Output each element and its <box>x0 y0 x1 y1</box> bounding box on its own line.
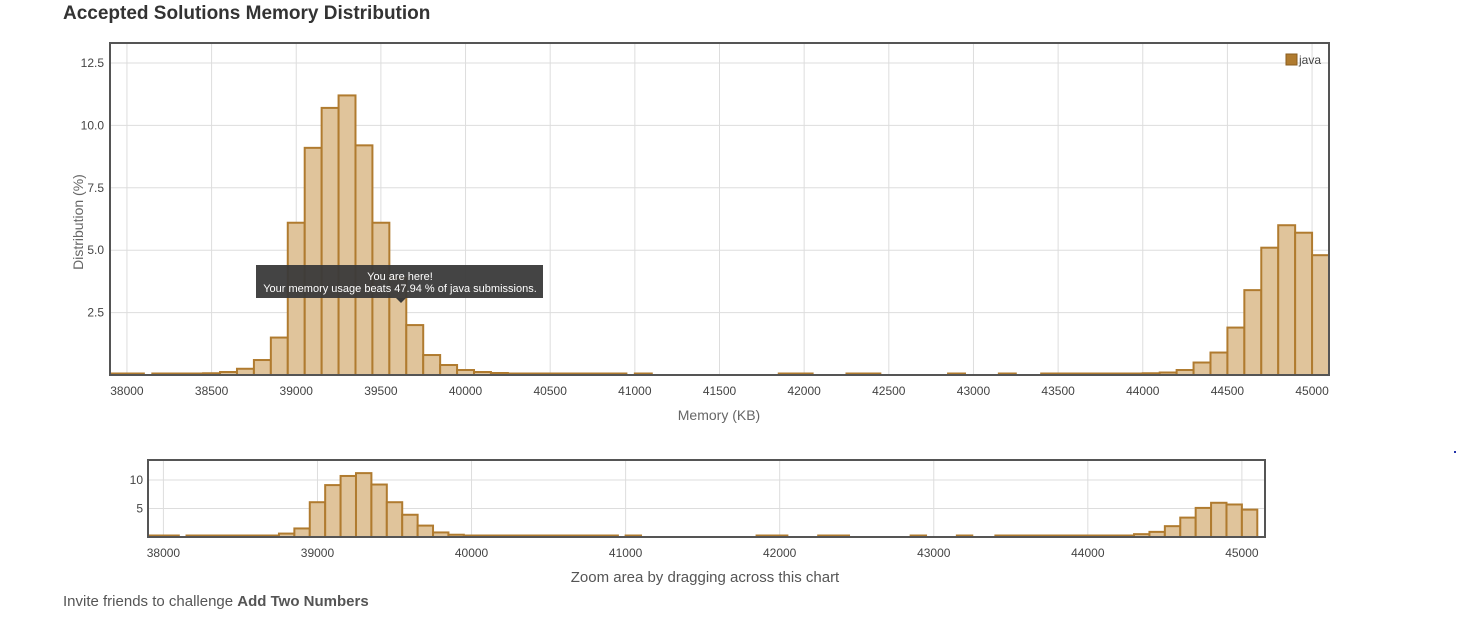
main-chart[interactable]: 38000 38500 39000 39500 40000 40500 41000 41500… <box>0 0 1460 440</box>
histogram-bar[interactable] <box>1163 525 1182 539</box>
histogram-bar[interactable] <box>1311 254 1331 376</box>
histogram-bar[interactable] <box>320 106 340 376</box>
histogram-bar[interactable] <box>422 354 442 377</box>
y-tick-label: 5 <box>136 501 143 515</box>
legend-label-java: java <box>1298 53 1321 67</box>
x-tick-label: 41000 <box>609 546 643 560</box>
histogram-bar[interactable] <box>269 336 289 377</box>
x-tick-label: 39000 <box>301 546 335 560</box>
histogram-bar[interactable] <box>303 146 323 376</box>
histogram-bar[interactable] <box>416 524 435 538</box>
x-axis-title: Memory (KB) <box>678 407 760 423</box>
invite-problem-link[interactable]: Add Two Numbers <box>237 593 369 610</box>
histogram-bar[interactable] <box>439 364 459 377</box>
x-tick-label: 38000 <box>147 546 181 560</box>
histogram-bar[interactable] <box>324 484 342 538</box>
x-tick-label: 45000 <box>1295 384 1329 398</box>
histogram-bar[interactable] <box>1194 506 1213 538</box>
x-tick-label: 43000 <box>957 384 991 398</box>
x-tick-label: 44000 <box>1071 546 1105 560</box>
x-tick-label: 39500 <box>364 384 398 398</box>
x-tick-label: 43500 <box>1041 384 1075 398</box>
x-tick-label: 41500 <box>703 384 737 398</box>
histogram-bar[interactable] <box>1243 289 1263 376</box>
histogram-bar[interactable] <box>337 94 357 376</box>
invite-text: Invite friends to challenge <box>63 593 238 610</box>
x-tick-label: 45000 <box>1225 546 1259 560</box>
x-tick-label: 40000 <box>449 384 483 398</box>
histogram-bar[interactable] <box>1240 508 1259 538</box>
main-x-tick-labels: 38000 38500 39000 39500 40000 40500 41000 41500… <box>110 384 1329 398</box>
x-tick-label: 44500 <box>1211 384 1245 398</box>
x-tick-label: 42000 <box>763 546 797 560</box>
navigator-y-tick-labels: 5 10 <box>130 473 144 516</box>
histogram-bar[interactable] <box>1260 246 1280 376</box>
stray-dot <box>1454 451 1456 453</box>
histogram-bar[interactable] <box>354 472 373 538</box>
x-tick-label: 40500 <box>534 384 568 398</box>
y-tick-label: 2.5 <box>87 306 104 320</box>
histogram-bar[interactable] <box>371 221 391 376</box>
tooltip-pointer <box>396 298 406 303</box>
navigator-bars[interactable] <box>147 472 1259 539</box>
histogram-bar[interactable] <box>405 324 425 377</box>
navigator-x-tick-labels: 38000 39000 40000 41000 42000 43000 44000 45000 <box>147 546 1259 560</box>
main-grid <box>110 43 1329 375</box>
histogram-bar[interactable] <box>401 513 419 538</box>
main-y-tick-labels: 2.5 5.0 7.5 10.0 12.5 <box>81 56 105 320</box>
histogram-bar[interactable] <box>1192 361 1212 377</box>
y-tick-label: 10.0 <box>81 118 105 132</box>
x-tick-label: 42500 <box>872 384 906 398</box>
histogram-bar[interactable] <box>293 527 311 538</box>
x-tick-label: 44000 <box>1126 384 1160 398</box>
x-tick-label: 43000 <box>917 546 951 560</box>
main-bars[interactable] <box>109 94 1331 377</box>
histogram-bar[interactable] <box>354 144 374 376</box>
tooltip-line-1: You are here! <box>367 271 433 283</box>
y-tick-label: 7.5 <box>87 181 104 195</box>
histogram-bar[interactable] <box>1225 503 1243 539</box>
tooltip-line-2: Your memory usage beats 47.94 % of java … <box>263 283 537 295</box>
histogram-bar[interactable] <box>1179 516 1197 538</box>
histogram-bar[interactable] <box>385 501 404 538</box>
histogram-bar[interactable] <box>1277 224 1297 376</box>
navigator-caption: Zoom area by dragging across this chart <box>571 569 840 586</box>
y-tick-label: 10 <box>130 473 144 487</box>
histogram-bar[interactable] <box>1294 231 1314 376</box>
navigator-frame <box>147 459 1266 538</box>
x-tick-label: 42000 <box>787 384 821 398</box>
x-tick-label: 38500 <box>195 384 229 398</box>
invite-friends: Invite friends to challenge Add Two Numb… <box>63 593 369 610</box>
navigator-chart[interactable]: 38000 39000 40000 41000 42000 43000 44000 45000… <box>0 440 1460 617</box>
histogram-bar[interactable] <box>370 483 388 538</box>
histogram-bar[interactable] <box>252 359 272 376</box>
histogram-bar[interactable] <box>1209 351 1229 377</box>
y-tick-label: 5.0 <box>87 243 104 257</box>
x-tick-label: 39000 <box>280 384 314 398</box>
histogram-bar[interactable] <box>308 501 327 538</box>
x-tick-label: 41000 <box>618 384 652 398</box>
tooltip: You are here! Your memory usage beats 47… <box>256 265 543 303</box>
legend-swatch <box>1285 53 1298 66</box>
histogram-bar[interactable] <box>1210 501 1228 538</box>
legend[interactable]: java <box>1285 53 1321 67</box>
histogram-bar[interactable] <box>339 474 357 538</box>
histogram-bar[interactable] <box>286 221 306 376</box>
x-tick-label: 40000 <box>455 546 489 560</box>
page-title: Accepted Solutions Memory Distribution <box>63 3 431 24</box>
y-axis-title: Distribution (%) <box>70 174 86 270</box>
main-plot-frame <box>109 42 1330 376</box>
tooltip-box <box>256 265 543 298</box>
x-tick-label: 38000 <box>110 384 144 398</box>
y-tick-label: 12.5 <box>81 56 105 70</box>
histogram-bar[interactable] <box>1226 326 1246 377</box>
